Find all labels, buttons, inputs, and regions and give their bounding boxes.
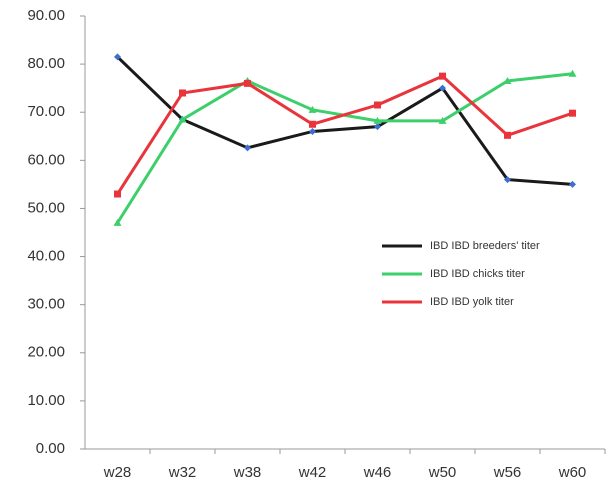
marker — [179, 89, 186, 97]
x-tick-label: w60 — [558, 464, 587, 481]
legend-label: IBD IBD yolk titer — [430, 296, 514, 308]
marker — [113, 218, 122, 226]
y-tick-label: 0.00 — [36, 440, 65, 457]
marker — [438, 116, 447, 124]
series-line — [116, 55, 573, 186]
marker — [374, 123, 381, 131]
marker — [504, 176, 511, 184]
marker — [114, 53, 121, 61]
legend-label: IBD IBD breeders' titer — [430, 240, 540, 252]
marker — [568, 69, 577, 77]
marker — [178, 115, 187, 123]
legend-label: IBD IBD chicks titer — [430, 268, 525, 280]
y-tick-label: 30.00 — [27, 296, 65, 313]
x-tick-label: w38 — [233, 464, 262, 481]
marker — [244, 79, 251, 87]
marker — [439, 84, 446, 92]
marker — [374, 101, 381, 109]
marker — [114, 190, 121, 198]
x-tick-label: w32 — [168, 464, 197, 481]
y-tick-label: 10.00 — [27, 392, 65, 409]
x-tick-label: w28 — [103, 464, 132, 481]
marker — [439, 72, 446, 80]
x-tick-label: w42 — [298, 464, 327, 481]
x-tick-label: w46 — [363, 464, 392, 481]
x-tick-label: w50 — [428, 464, 457, 481]
marker — [569, 180, 576, 188]
x-tick-label: w56 — [493, 464, 522, 481]
y-tick-label: 40.00 — [27, 248, 65, 265]
y-tick-label: 80.00 — [27, 55, 65, 72]
marker — [504, 131, 511, 139]
marker — [373, 116, 382, 124]
marker — [308, 105, 317, 113]
y-tick-label: 60.00 — [27, 151, 65, 168]
marker — [569, 109, 576, 117]
y-tick-label: 20.00 — [27, 344, 65, 361]
marker — [503, 76, 512, 84]
y-tick-label: 50.00 — [27, 199, 65, 216]
legend: IBD IBD breeders' titer IBD IBD chicks ti… — [382, 240, 540, 308]
y-tick-label: 70.00 — [27, 103, 65, 120]
series-line — [116, 74, 573, 195]
y-tick-label: 90.00 — [27, 7, 65, 24]
marker — [244, 144, 251, 152]
marker — [309, 120, 316, 128]
marker — [309, 127, 316, 135]
